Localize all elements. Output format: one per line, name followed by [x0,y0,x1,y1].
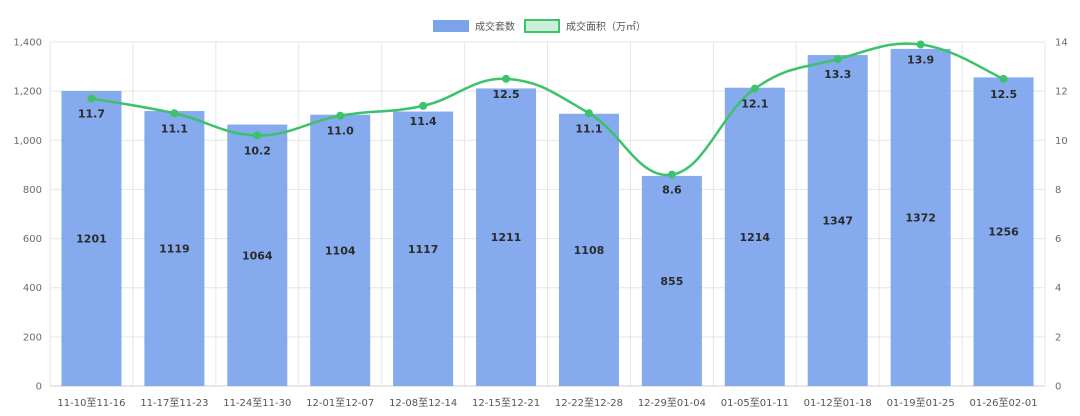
bar [724,87,785,387]
bar-value-label: 1372 [905,211,936,224]
line-point [170,109,179,118]
bar-value-label: 1347 [822,215,853,228]
line-points [87,40,1008,179]
legend-swatch-line [524,19,560,33]
y-left-tick-label: 1,200 [13,87,42,98]
bar [144,111,205,386]
line-point [419,101,428,110]
bar-value-label: 1108 [574,244,605,257]
line-value-label: 11.1 [575,122,602,135]
line-value-label: 12.5 [492,88,519,101]
bar-value-label: 1214 [739,231,770,244]
x-tick-label: 01-05至01-11 [721,397,789,409]
x-tick-label: 01-19至01-25 [887,397,955,409]
bar-value-label: 1104 [325,244,356,257]
x-tick-label: 01-12至01-18 [804,397,872,409]
y-left-tick-label: 400 [23,283,42,294]
line-value-label: 11.7 [78,108,105,121]
x-axis-labels: 11-10至11-16 11-17至11-23 11-24至11-30 12-01至1… [57,397,1037,409]
y-right-tick-label: 2 [1055,332,1061,343]
x-tick-label: 11-24至11-30 [223,397,291,409]
line-point [750,84,759,93]
y-left-tick-label: 600 [23,234,42,245]
y-right-tick-label: 4 [1055,283,1061,294]
bar-value-label: 1119 [159,243,190,256]
legend-label-bar: 成交套数 [475,20,515,33]
y-right-tick-label: 10 [1055,136,1068,147]
bar [890,48,951,386]
y-right-tick-label: 0 [1055,382,1061,393]
y-left-tick-label: 200 [23,332,42,343]
line-value-label: 11.1 [161,122,188,135]
line-point [916,40,925,49]
bar-value-label: 1256 [988,226,1019,239]
bar [641,175,702,386]
bar [558,113,619,387]
legend: 成交套数 成交面积（万㎡） [433,19,646,33]
y-left-tick-label: 800 [23,185,42,196]
line-value-label: 11.0 [327,125,354,138]
line-value-label: 13.9 [907,53,934,66]
x-tick-label: 11-17至11-23 [140,397,208,409]
bar [61,90,122,386]
legend-label-line: 成交面积（万㎡） [566,20,646,33]
y-left-tick-label: 1,000 [13,136,42,147]
legend-swatch-bar [433,20,469,32]
y-left-tick-label: 1,400 [13,38,42,49]
line-value-label: 8.6 [662,184,682,197]
bar-value-label: 1211 [491,231,522,244]
line-point [833,55,842,64]
line-point [667,170,676,179]
bar [476,88,537,386]
grid-vertical [49,42,1046,386]
x-tick-label: 12-01至12-07 [306,397,374,409]
bar-series [61,48,1034,387]
y-right-tick-label: 6 [1055,234,1061,245]
x-tick-label: 12-15至12-21 [472,397,540,409]
x-tick-label: 12-29至01-04 [638,397,706,409]
bar [393,111,454,386]
y-right-tick-label: 12 [1055,87,1068,98]
x-tick-label: 11-10至11-16 [57,397,125,409]
line-value-labels: 11.7 11.1 10.2 11.0 11.4 12.5 11.1 8.6 12.1 13.3 1… [78,53,1017,196]
bar [227,124,288,386]
bar-value-labels: 1201 1119 1064 1104 1117 1211 1108 855 1214 1347 1… [76,211,1019,288]
line-point [584,109,593,118]
line-value-label: 13.3 [824,68,851,81]
bar [807,55,868,386]
line-value-label: 11.4 [410,115,437,128]
y-right-tick-label: 8 [1055,185,1061,196]
line-value-label: 12.5 [990,88,1017,101]
bar-value-label: 855 [660,275,683,288]
bar-value-label: 1201 [76,232,107,245]
line-point [336,111,345,120]
line-value-label: 10.2 [244,144,271,157]
x-tick-label: 12-22至12-28 [555,397,623,409]
bar-value-label: 1064 [242,249,273,262]
x-tick-label: 12-08至12-14 [389,397,457,409]
bar [973,77,1034,386]
line-point [502,74,511,83]
y-right-tick-label: 14 [1055,38,1068,49]
line-point [253,131,262,140]
line-value-label: 12.1 [741,98,768,111]
bar [310,114,371,386]
x-tick-label: 01-26至02-01 [969,397,1037,409]
bar-value-label: 1117 [408,243,439,256]
line-point [87,94,96,103]
y-left-tick-label: 0 [36,382,42,393]
line-point [999,74,1008,83]
